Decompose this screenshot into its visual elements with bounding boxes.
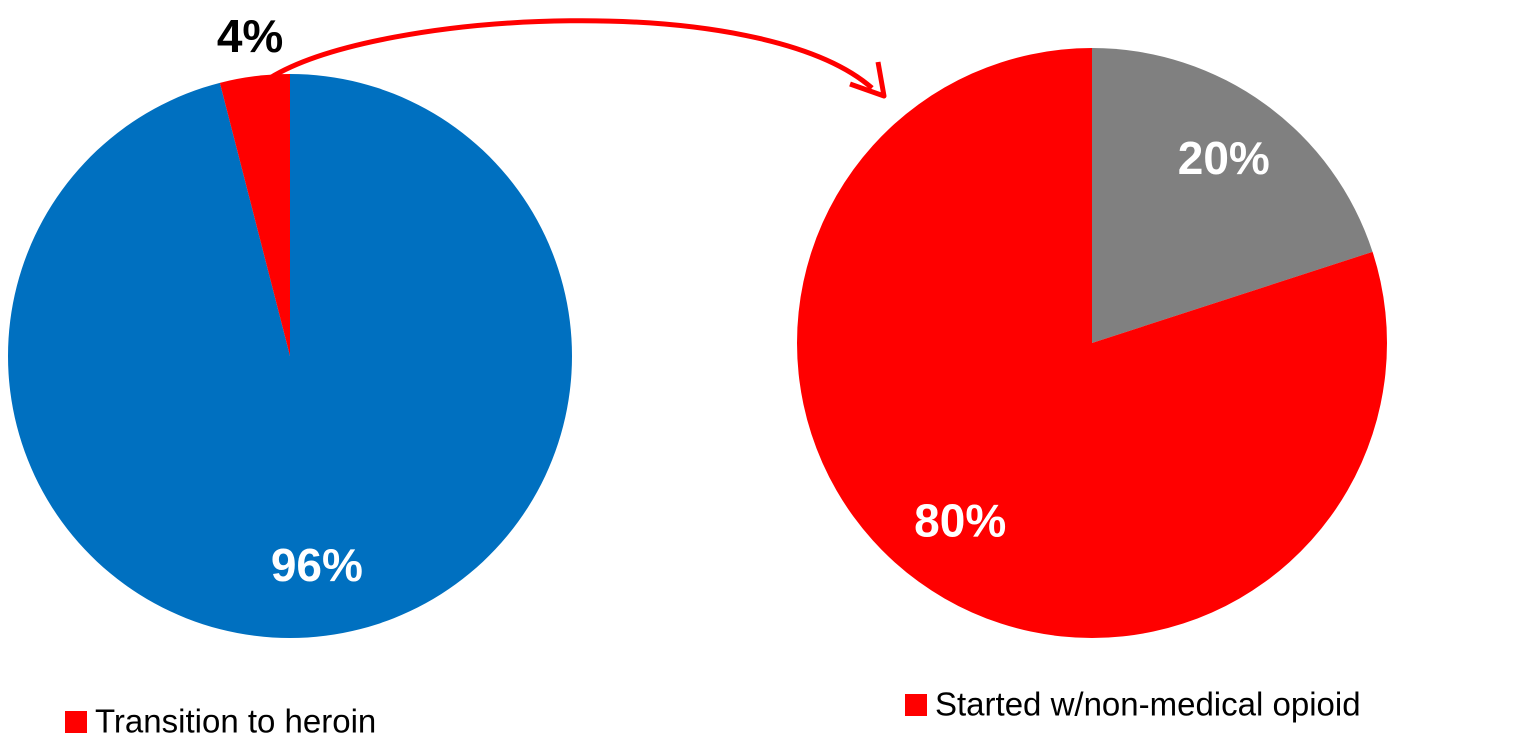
legend-swatch — [65, 711, 87, 733]
data-label: 96% — [271, 539, 363, 591]
data-label: 20% — [1178, 132, 1270, 184]
pie-slice — [219, 74, 290, 356]
legend-swatch — [905, 694, 927, 716]
legend-label: Transition to heroin — [95, 703, 376, 740]
data-label: 4% — [217, 10, 283, 62]
arrow — [268, 18, 874, 90]
legend-label: Started w/non-medical opioid — [935, 686, 1361, 723]
pie-slice — [797, 48, 1387, 638]
data-label: 80% — [914, 495, 1006, 547]
arrow-head — [849, 61, 887, 99]
pie-slice — [1092, 48, 1373, 343]
pie-slice — [7, 74, 572, 639]
